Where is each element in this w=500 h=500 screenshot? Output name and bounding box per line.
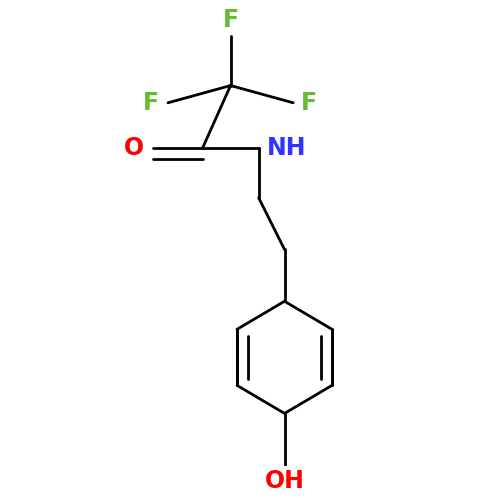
- Text: O: O: [124, 136, 144, 160]
- Text: F: F: [222, 8, 238, 32]
- Text: F: F: [144, 91, 160, 115]
- Text: NH: NH: [268, 136, 307, 160]
- Text: F: F: [301, 91, 317, 115]
- Text: OH: OH: [264, 468, 304, 492]
